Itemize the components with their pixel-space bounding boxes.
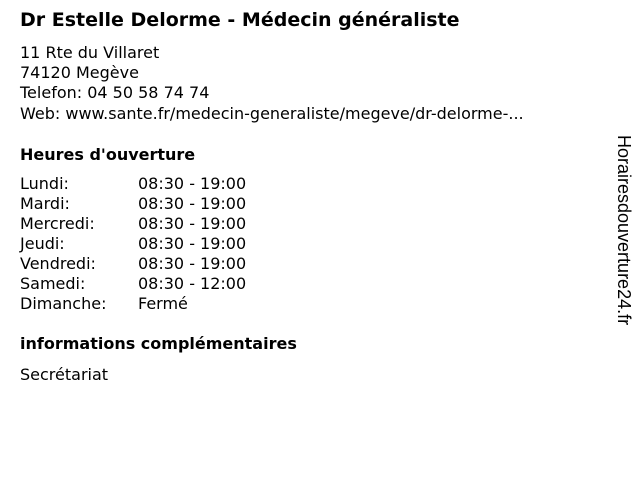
- time-value: 08:30 - 12:00: [138, 274, 247, 293]
- hours-row: Vendredi: 08:30 - 19:00: [20, 254, 246, 274]
- hours-row: Mercredi: 08:30 - 19:00: [20, 214, 246, 234]
- time-value: 08:30 - 19:00: [138, 234, 247, 253]
- time-value: 08:30 - 19:00: [138, 214, 247, 233]
- hours-row: Mardi: 08:30 - 19:00: [20, 194, 246, 214]
- side-brand: Horairesdouverture24.fr: [614, 135, 634, 326]
- day-label: Samedi:: [20, 274, 86, 293]
- time-value: 08:30 - 19:00: [138, 254, 247, 273]
- day-label: Lundi:: [20, 174, 69, 193]
- info-text: Secrétariat: [20, 365, 109, 384]
- day-label: Vendredi:: [20, 254, 96, 273]
- hours-heading: Heures d'ouverture: [20, 145, 196, 164]
- hours-row: Samedi: 08:30 - 12:00: [20, 274, 246, 294]
- address-city: 74120 Megève: [20, 63, 139, 82]
- info-heading: informations complémentaires: [20, 334, 297, 353]
- day-label: Mercredi:: [20, 214, 95, 233]
- day-label: Jeudi:: [20, 234, 65, 253]
- day-label: Mardi:: [20, 194, 70, 213]
- time-value: 08:30 - 19:00: [138, 194, 247, 213]
- hours-row: Jeudi: 08:30 - 19:00: [20, 234, 246, 254]
- time-value: 08:30 - 19:00: [138, 174, 247, 193]
- website-link[interactable]: Web: www.sante.fr/medecin-generaliste/me…: [20, 104, 524, 123]
- day-label: Dimanche:: [20, 294, 107, 313]
- hours-table: Lundi: 08:30 - 19:00 Mardi: 08:30 - 19:00 …: [20, 174, 246, 314]
- address-street: 11 Rte du Villaret: [20, 43, 160, 62]
- phone: Telefon: 04 50 58 74 74: [20, 83, 210, 102]
- hours-row: Lundi: 08:30 - 19:00: [20, 174, 246, 194]
- page-title: Dr Estelle Delorme - Médecin généraliste: [20, 9, 460, 31]
- hours-row: Dimanche: Fermé: [20, 294, 246, 314]
- time-value: Fermé: [138, 294, 188, 313]
